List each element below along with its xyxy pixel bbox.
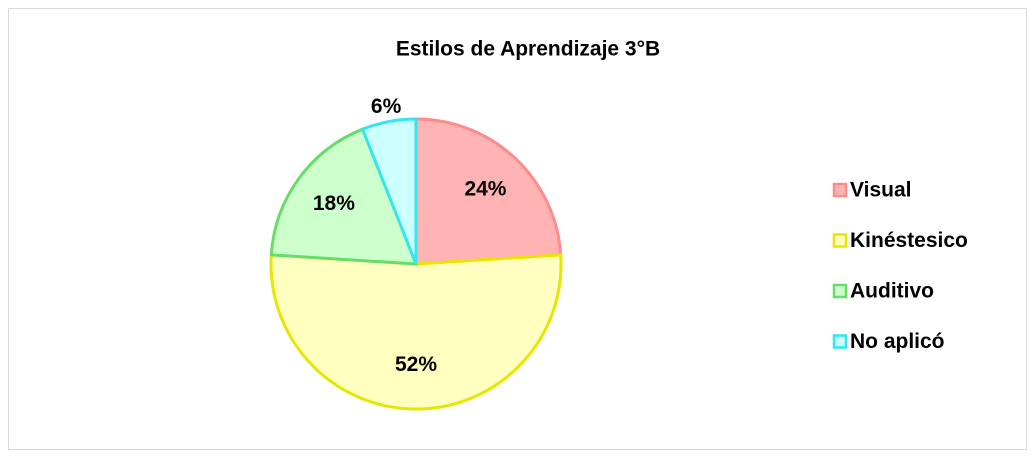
chart-title: Estilos de Aprendizaje 3°B (396, 38, 660, 61)
pie-slice (269, 127, 419, 266)
data-label: 52% (395, 353, 437, 376)
data-label: 24% (464, 178, 506, 201)
legend-swatch (832, 283, 848, 299)
data-label: 18% (313, 192, 355, 215)
pie-slice (414, 117, 563, 266)
legend-label: Auditivo (850, 280, 934, 303)
legend-swatch (832, 233, 848, 248)
pie-slice (269, 253, 563, 411)
legend-label: No aplicó (850, 330, 945, 353)
legend-label: Visual (850, 179, 911, 202)
legend-label: Kinéstesico (850, 229, 968, 252)
legend-swatch (832, 334, 848, 349)
pie-slice (360, 117, 418, 265)
legend-swatch (832, 182, 848, 198)
data-label: 6% (371, 95, 402, 118)
